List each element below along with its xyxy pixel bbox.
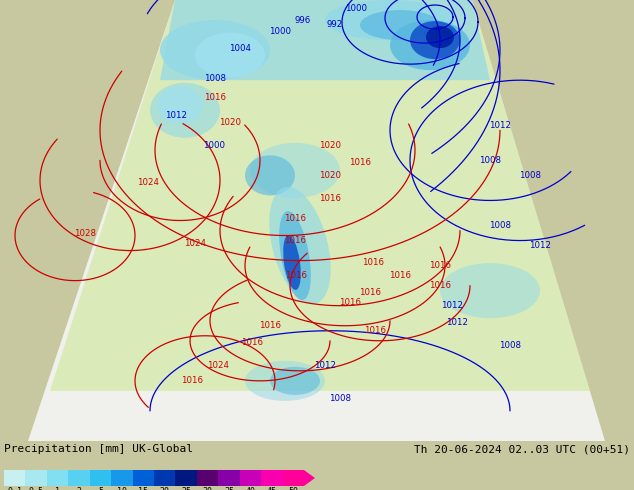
Text: 1: 1: [55, 487, 60, 490]
Bar: [4, 470, 25, 486]
Text: 1016: 1016: [429, 261, 451, 270]
Text: 1016: 1016: [284, 236, 306, 245]
Text: 1024: 1024: [184, 239, 206, 248]
Ellipse shape: [283, 235, 301, 290]
Text: 45: 45: [267, 487, 277, 490]
Text: 1008: 1008: [204, 74, 226, 83]
Bar: [68, 470, 90, 486]
Text: 1016: 1016: [285, 271, 307, 280]
Bar: [111, 470, 133, 486]
Bar: [240, 470, 261, 486]
Bar: [261, 470, 283, 486]
Text: 1000: 1000: [345, 3, 367, 13]
Ellipse shape: [245, 361, 325, 401]
Ellipse shape: [426, 26, 454, 48]
Text: 1016: 1016: [389, 271, 411, 280]
Text: 0.1: 0.1: [7, 487, 22, 490]
Polygon shape: [28, 0, 605, 441]
Text: 1008: 1008: [329, 394, 351, 403]
Ellipse shape: [245, 155, 295, 196]
Text: 1020: 1020: [319, 171, 341, 180]
Text: 1008: 1008: [479, 156, 501, 165]
Text: 30: 30: [203, 487, 212, 490]
Text: Th 20-06-2024 02..03 UTC (00+51): Th 20-06-2024 02..03 UTC (00+51): [414, 444, 630, 454]
Text: 35: 35: [224, 487, 234, 490]
Text: 1004: 1004: [229, 44, 251, 52]
Bar: [283, 470, 304, 486]
Text: 1016: 1016: [364, 326, 386, 335]
Text: 1016: 1016: [349, 158, 371, 167]
Text: 1016: 1016: [181, 376, 203, 385]
Text: 1012: 1012: [489, 121, 511, 130]
Text: 1012: 1012: [441, 301, 463, 310]
Text: 1008: 1008: [519, 171, 541, 180]
Text: 5: 5: [98, 487, 103, 490]
Bar: [197, 470, 218, 486]
Ellipse shape: [410, 21, 460, 59]
Text: 996: 996: [295, 16, 311, 24]
Text: 0.5: 0.5: [29, 487, 44, 490]
Text: Precipitation [mm] UK-Global: Precipitation [mm] UK-Global: [4, 444, 193, 454]
Text: 1000: 1000: [269, 26, 291, 36]
Bar: [47, 470, 68, 486]
Ellipse shape: [325, 0, 455, 40]
Bar: [176, 470, 197, 486]
Ellipse shape: [360, 10, 440, 40]
Text: 1016: 1016: [359, 288, 381, 297]
Text: 1024: 1024: [137, 178, 159, 187]
Text: 1000: 1000: [203, 141, 225, 150]
Text: 10: 10: [117, 487, 127, 490]
Text: 1016: 1016: [284, 214, 306, 223]
Bar: [25, 470, 47, 486]
Text: 1012: 1012: [165, 111, 187, 120]
Ellipse shape: [250, 143, 340, 198]
Bar: [133, 470, 154, 486]
Bar: [154, 470, 176, 486]
Text: 1016: 1016: [429, 281, 451, 290]
Ellipse shape: [150, 83, 220, 138]
Text: 1028: 1028: [74, 229, 96, 238]
Polygon shape: [160, 0, 490, 80]
Text: 1020: 1020: [319, 141, 341, 150]
Text: 50: 50: [288, 487, 298, 490]
Polygon shape: [50, 0, 590, 391]
Ellipse shape: [440, 263, 540, 318]
Text: 20: 20: [160, 487, 170, 490]
Text: 1012: 1012: [446, 318, 468, 327]
Text: 1016: 1016: [319, 194, 341, 203]
Text: 1012: 1012: [529, 241, 551, 250]
Text: 1020: 1020: [219, 118, 241, 127]
Text: 1016: 1016: [339, 298, 361, 307]
Ellipse shape: [390, 20, 470, 70]
Ellipse shape: [269, 187, 331, 304]
Text: 1024: 1024: [207, 361, 229, 370]
Text: 1008: 1008: [489, 221, 511, 230]
Text: 1016: 1016: [259, 321, 281, 330]
Bar: [218, 470, 240, 486]
Text: 40: 40: [245, 487, 256, 490]
Text: 15: 15: [138, 487, 148, 490]
Text: 2: 2: [77, 487, 82, 490]
Text: 1016: 1016: [241, 338, 263, 347]
Text: 1008: 1008: [499, 341, 521, 350]
Bar: [90, 470, 111, 486]
Text: 992: 992: [327, 20, 343, 28]
Ellipse shape: [270, 367, 320, 395]
Text: 1016: 1016: [204, 93, 226, 102]
Polygon shape: [304, 470, 315, 486]
Text: 1016: 1016: [362, 258, 384, 267]
Ellipse shape: [160, 20, 270, 80]
Ellipse shape: [279, 211, 311, 300]
Ellipse shape: [157, 86, 202, 124]
Text: 1012: 1012: [314, 361, 336, 370]
Text: 25: 25: [181, 487, 191, 490]
Ellipse shape: [195, 32, 265, 78]
